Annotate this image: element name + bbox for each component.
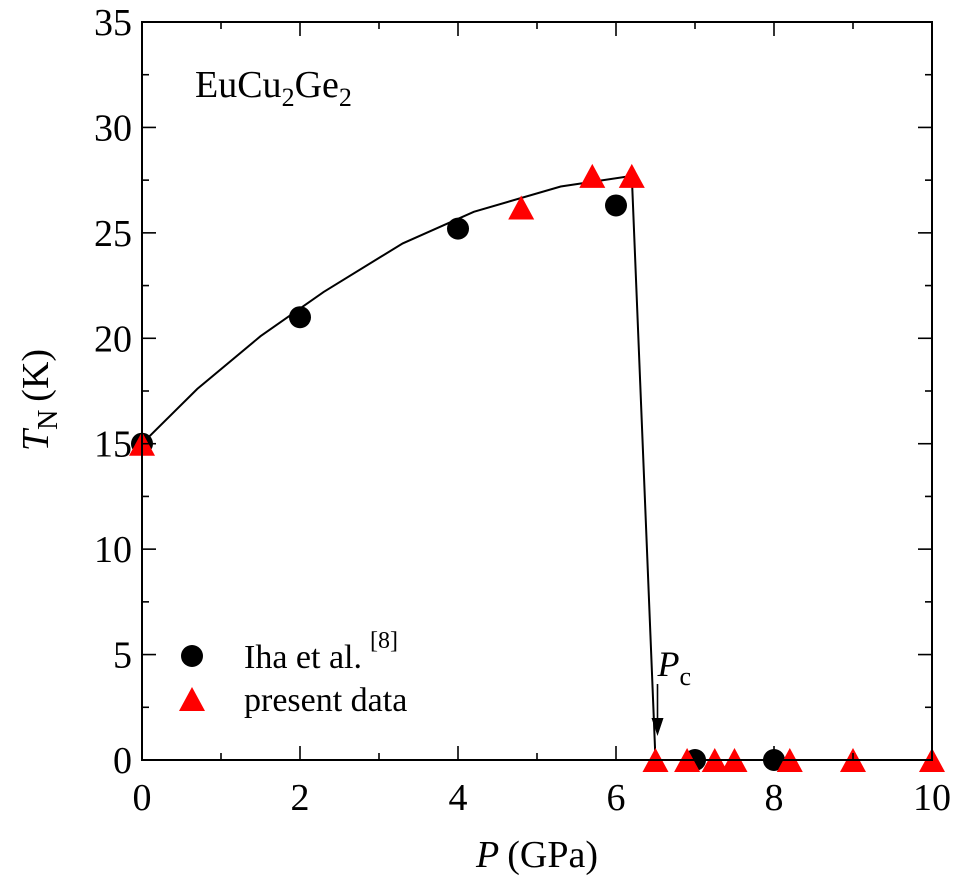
compound-label: EuCu2Ge2 (195, 64, 352, 112)
y-tick-label: 20 (94, 318, 132, 360)
legend-circle-marker (181, 645, 203, 667)
x-tick-label: 4 (449, 777, 468, 819)
x-tick-label: 8 (765, 777, 784, 819)
y-axis-title: TN(K) (15, 349, 64, 451)
y-tick-label: 5 (113, 635, 132, 677)
y-tick-label: 0 (113, 740, 132, 782)
legend-label-present: present data (244, 682, 407, 719)
pc-label: Pc (657, 644, 692, 691)
y-tick-label: 15 (94, 424, 132, 466)
data-point-circle (605, 194, 627, 217)
legend-label-iha: Iha et al. [8] (244, 628, 398, 676)
x-tick-label: 0 (133, 777, 152, 819)
y-tick-label: 25 (94, 213, 132, 255)
y-tick-label: 10 (94, 529, 132, 571)
data-point-triangle (618, 163, 645, 188)
legend: Iha et al. [8] present data (179, 628, 407, 719)
data-point-triangle (579, 163, 606, 188)
x-tick-label: 6 (607, 777, 626, 819)
fit-line (141, 174, 932, 761)
data-point-triangle (508, 195, 535, 220)
legend-triangle-marker (179, 687, 205, 711)
x-tick-label: 2 (291, 777, 310, 819)
critical-pressure-annotation: Pc (651, 644, 692, 736)
axis-ticks (141, 21, 933, 761)
data-point-circle (447, 217, 469, 240)
x-tick-label: 10 (913, 777, 951, 819)
axis-tick-labels: 0 2 4 6 8 10 0 5 10 15 20 25 30 35 (94, 2, 951, 819)
fit-line-layer (141, 174, 932, 761)
y-tick-label: 30 (94, 107, 132, 149)
pc-arrow-head (651, 718, 664, 736)
x-axis-title: P (GPa) (475, 834, 598, 876)
y-tick-label: 35 (94, 2, 132, 44)
data-point-circle (289, 306, 311, 329)
